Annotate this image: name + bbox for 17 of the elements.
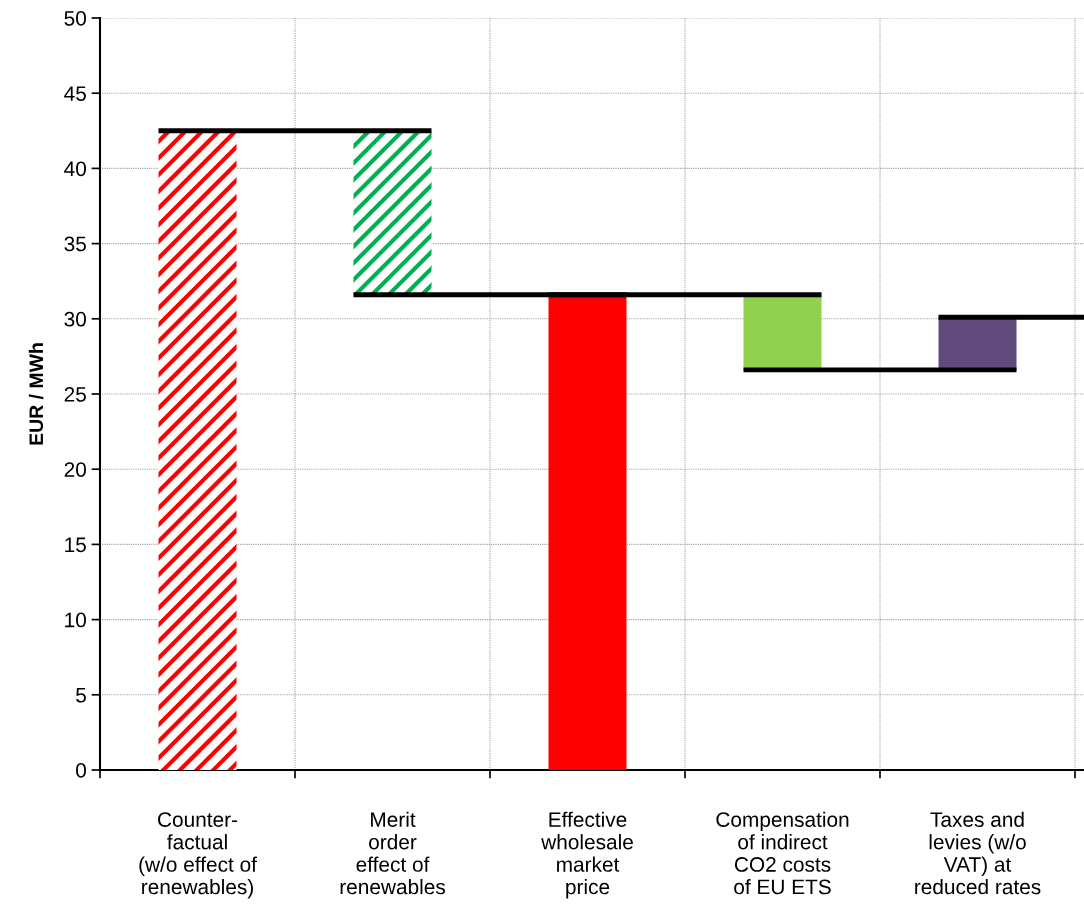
- y-tick-label: 50: [64, 11, 86, 26]
- x-tick-label: Compensation of indirect CO2 costs of EU ETS: [716, 811, 849, 895]
- y-tick-label: 40: [64, 161, 86, 177]
- x-tick-label: Taxes and levies (w/o VAT) at reduced rates: [915, 811, 1041, 895]
- x-tick-label: Merit order effect of renewables: [340, 811, 446, 895]
- y-tick-label: 5: [76, 688, 86, 703]
- y-tick-label: 20: [64, 462, 86, 477]
- y-tick-label: 10: [65, 612, 86, 628]
- y-tick-label: 45: [64, 86, 86, 101]
- y-tick-label: 30: [64, 311, 86, 327]
- x-tick-label: Effective wholesale market price: [541, 811, 633, 899]
- y-tick-label: 15: [65, 537, 86, 553]
- x-tick-label: Counter- factual (w/o effect of renewables): [139, 812, 257, 899]
- y-tick-label: 25: [64, 387, 86, 402]
- y-tick-label: 35: [64, 236, 86, 252]
- y-tick-label: 0: [76, 763, 86, 778]
- y-axis-title: EUR / MWh: [28, 343, 44, 445]
